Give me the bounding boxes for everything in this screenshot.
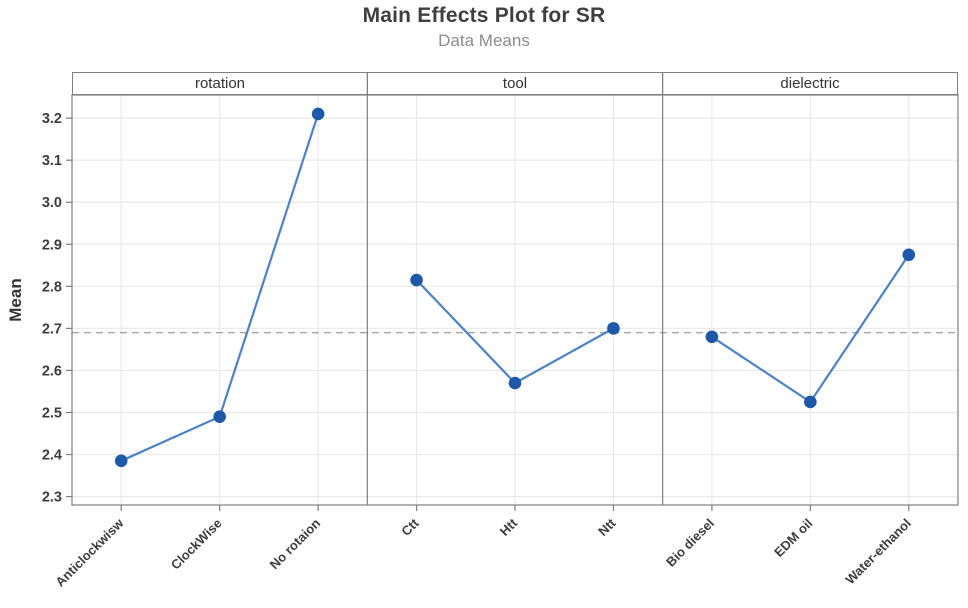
data-point	[311, 107, 325, 121]
x-tick-label: Bio diesel	[663, 516, 717, 570]
y-tick-label: 2.3	[42, 490, 62, 506]
data-point	[902, 248, 916, 262]
x-tick-label: EDM oil	[771, 516, 815, 560]
y-tick-label: 2.7	[42, 321, 62, 337]
x-tick-label: Anticlockwisw	[52, 515, 127, 590]
data-point	[705, 330, 719, 344]
x-tick-label: Ctt	[398, 515, 422, 539]
y-tick-label: 3.0	[42, 195, 62, 211]
x-tick-label: Water-ethanol	[842, 516, 914, 588]
data-point	[213, 410, 226, 423]
chart-subtitle: Data Means	[438, 31, 530, 50]
chart-title: Main Effects Plot for SR	[362, 4, 606, 27]
y-tick-label: 2.6	[42, 363, 62, 379]
y-tick-label: 2.5	[42, 405, 62, 421]
y-tick-label: 3.2	[42, 111, 62, 127]
data-point	[508, 376, 522, 390]
y-tick-label: 2.8	[42, 279, 62, 295]
y-tick-label: 2.9	[42, 237, 62, 253]
x-tick-label: Htt	[497, 515, 521, 539]
data-point	[114, 454, 128, 468]
x-tick-label: ClockWise	[168, 516, 225, 573]
x-tick-label: No rotaion	[267, 515, 324, 572]
y-tick-label: 2.4	[42, 448, 62, 464]
data-point	[607, 322, 620, 335]
data-point	[410, 273, 423, 287]
data-point	[804, 395, 817, 409]
panel-header-rotation: rotation	[194, 75, 246, 92]
y-tick-label: 3.1	[42, 153, 62, 169]
x-tick-label: Ntt	[595, 515, 619, 539]
